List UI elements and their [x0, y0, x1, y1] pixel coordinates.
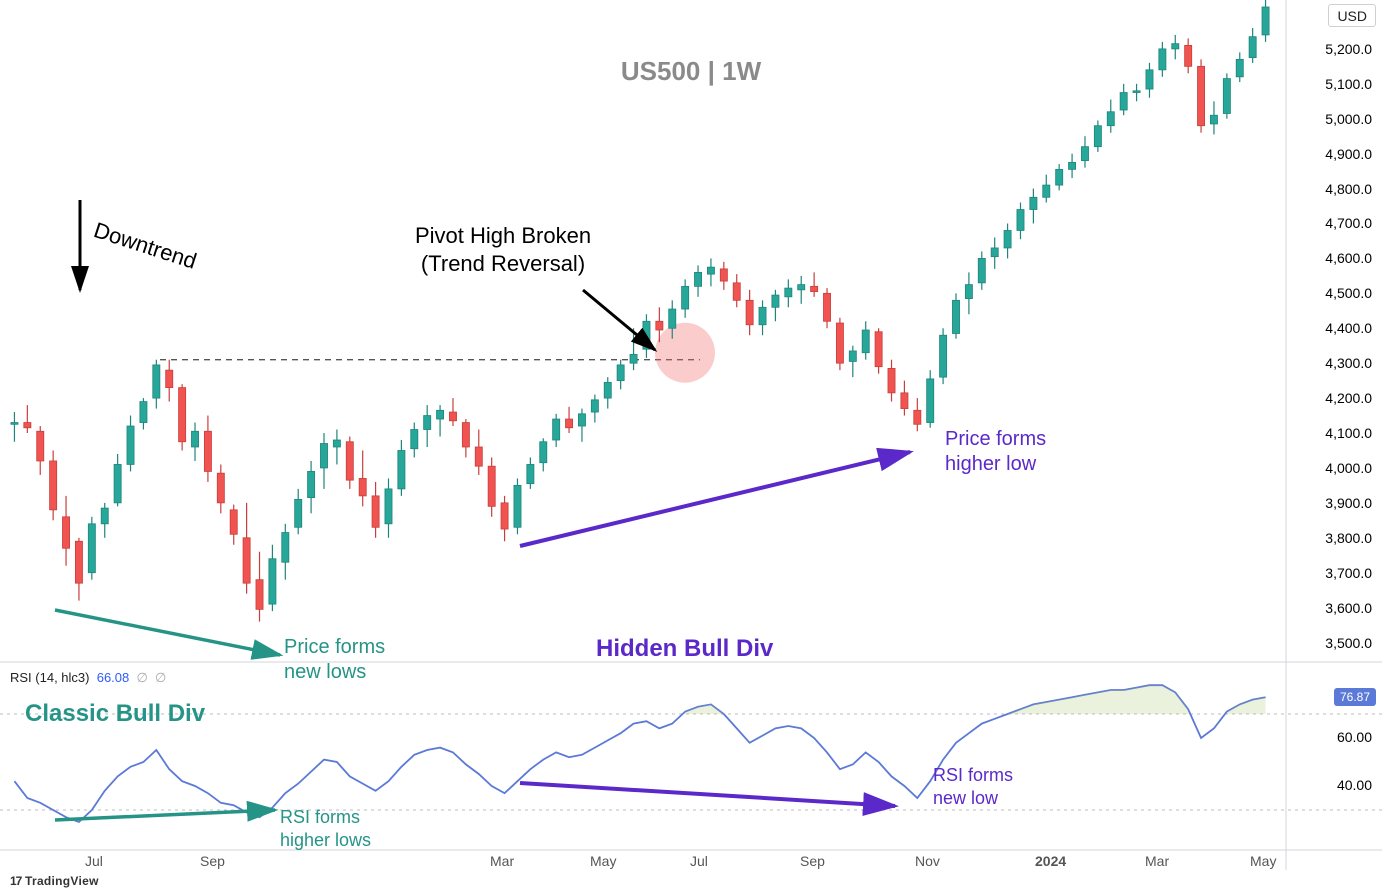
annotation-pivot: Pivot High Broken (Trend Reversal) — [415, 222, 591, 277]
rsi-header-extra: ∅ ∅ — [137, 670, 167, 685]
annotation-price-new-lows: Price forms new lows — [284, 635, 385, 685]
annotation-rsi-higher-lows: RSI forms higher lows — [280, 806, 371, 851]
chart-svg — [0, 0, 1382, 894]
chart-root: USD US500 | 1W 3,500.03,600.03,700.03,80… — [0, 0, 1382, 894]
rsi-header-text: RSI (14, hlc3) — [10, 670, 89, 685]
rsi-current-badge: 76.87 — [1334, 688, 1376, 706]
tradingview-credit: 17 TradingView — [10, 874, 99, 888]
rsi-header: RSI (14, hlc3) 66.08 ∅ ∅ — [10, 670, 166, 686]
rsi-header-value: 66.08 — [97, 670, 130, 685]
annotation-hidden-bull-div: Hidden Bull Div — [596, 634, 773, 664]
annotation-classic-bull-div: Classic Bull Div — [25, 699, 205, 729]
annotation-rsi-new-low: RSI forms new low — [933, 764, 1013, 809]
annotation-price-higher-low: Price forms higher low — [945, 427, 1046, 477]
